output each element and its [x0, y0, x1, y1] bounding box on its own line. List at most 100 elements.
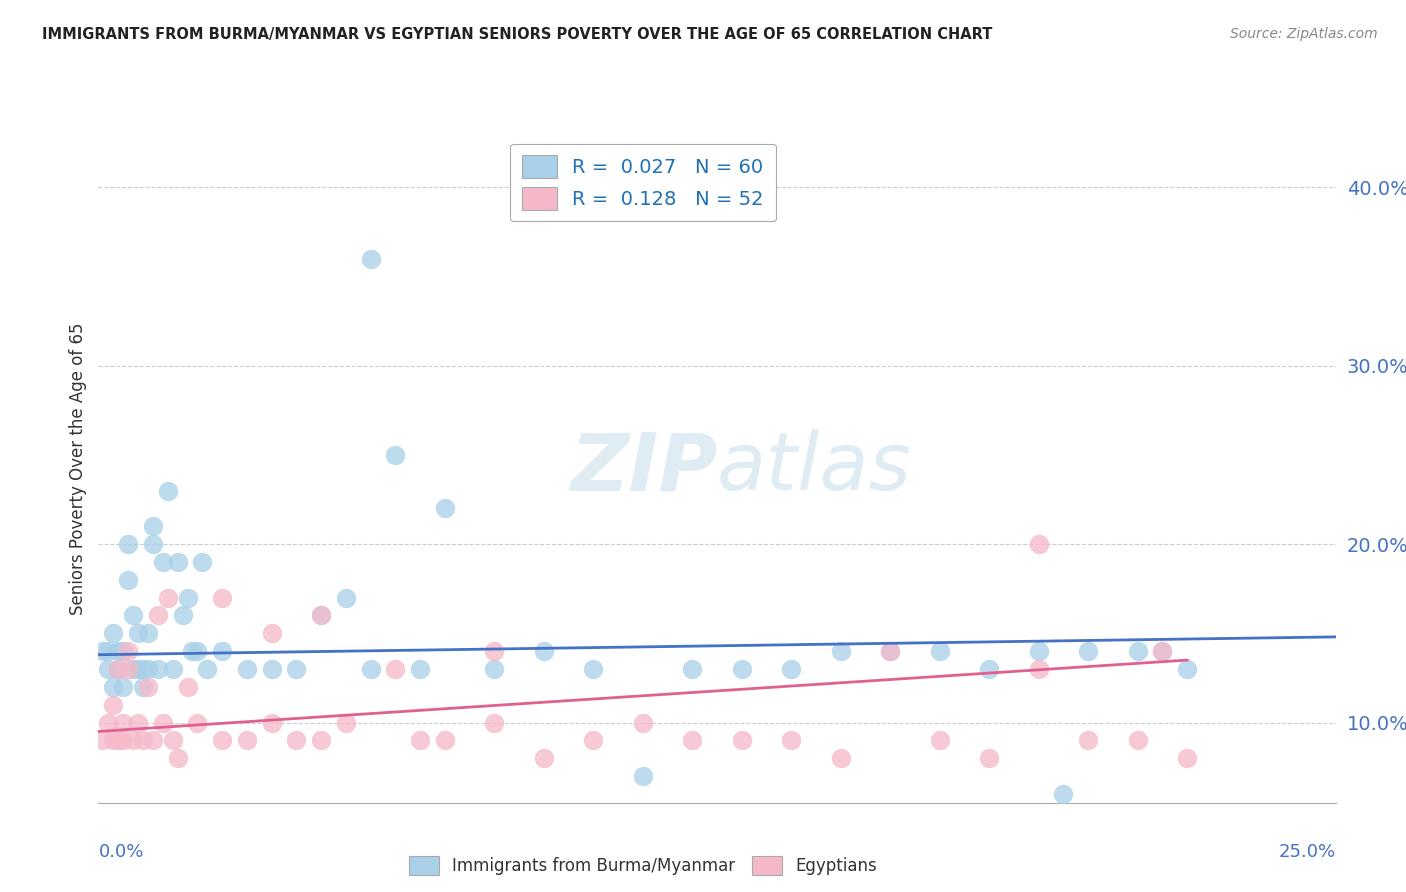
Point — [211, 591, 233, 605]
Point — [103, 680, 125, 694]
Point — [156, 591, 179, 605]
Point — [780, 733, 803, 747]
Point — [142, 733, 165, 747]
Point — [117, 662, 139, 676]
Point — [132, 733, 155, 747]
Point — [582, 733, 605, 747]
Point — [1028, 537, 1050, 551]
Point — [1152, 644, 1174, 658]
Point — [236, 733, 259, 747]
Point — [211, 644, 233, 658]
Point — [117, 644, 139, 658]
Point — [112, 715, 135, 730]
Point — [484, 662, 506, 676]
Point — [152, 715, 174, 730]
Point — [146, 608, 169, 623]
Point — [731, 733, 754, 747]
Point — [979, 662, 1001, 676]
Point — [103, 698, 125, 712]
Point — [928, 733, 950, 747]
Point — [582, 662, 605, 676]
Point — [117, 537, 139, 551]
Point — [97, 662, 120, 676]
Point — [260, 662, 283, 676]
Point — [127, 662, 149, 676]
Point — [1028, 662, 1050, 676]
Point — [1028, 644, 1050, 658]
Point — [152, 555, 174, 569]
Point — [107, 733, 129, 747]
Point — [156, 483, 179, 498]
Point — [103, 626, 125, 640]
Text: 25.0%: 25.0% — [1278, 843, 1336, 861]
Point — [335, 715, 357, 730]
Point — [176, 680, 198, 694]
Point — [136, 626, 159, 640]
Point — [186, 644, 208, 658]
Point — [1175, 662, 1198, 676]
Point — [181, 644, 204, 658]
Point — [127, 715, 149, 730]
Point — [172, 608, 194, 623]
Point — [186, 715, 208, 730]
Point — [142, 519, 165, 533]
Point — [309, 733, 332, 747]
Point — [132, 662, 155, 676]
Point — [162, 733, 184, 747]
Text: 0.0%: 0.0% — [98, 843, 143, 861]
Point — [1126, 733, 1149, 747]
Point — [93, 644, 115, 658]
Point — [384, 448, 406, 462]
Point — [1077, 733, 1099, 747]
Point — [260, 715, 283, 730]
Text: Source: ZipAtlas.com: Source: ZipAtlas.com — [1230, 27, 1378, 41]
Point — [780, 662, 803, 676]
Point — [533, 751, 555, 765]
Point — [1152, 644, 1174, 658]
Point — [830, 644, 852, 658]
Point — [681, 662, 703, 676]
Point — [1052, 787, 1074, 801]
Point — [360, 662, 382, 676]
Point — [97, 715, 120, 730]
Point — [384, 662, 406, 676]
Point — [107, 662, 129, 676]
Point — [142, 537, 165, 551]
Point — [112, 680, 135, 694]
Point — [260, 626, 283, 640]
Point — [433, 733, 456, 747]
Point — [146, 662, 169, 676]
Point — [335, 591, 357, 605]
Point — [122, 608, 145, 623]
Point — [191, 555, 214, 569]
Text: ZIP: ZIP — [569, 429, 717, 508]
Point — [1126, 644, 1149, 658]
Point — [136, 680, 159, 694]
Point — [162, 662, 184, 676]
Point — [1077, 644, 1099, 658]
Point — [195, 662, 218, 676]
Point — [112, 733, 135, 747]
Point — [176, 591, 198, 605]
Text: IMMIGRANTS FROM BURMA/MYANMAR VS EGYPTIAN SENIORS POVERTY OVER THE AGE OF 65 COR: IMMIGRANTS FROM BURMA/MYANMAR VS EGYPTIA… — [42, 27, 993, 42]
Point — [879, 644, 901, 658]
Point — [533, 644, 555, 658]
Point — [107, 644, 129, 658]
Point — [409, 733, 432, 747]
Point — [97, 644, 120, 658]
Point — [136, 662, 159, 676]
Point — [928, 644, 950, 658]
Point — [117, 573, 139, 587]
Point — [236, 662, 259, 676]
Y-axis label: Seniors Poverty Over the Age of 65: Seniors Poverty Over the Age of 65 — [69, 322, 87, 615]
Point — [107, 662, 129, 676]
Point — [360, 252, 382, 266]
Point — [122, 733, 145, 747]
Point — [731, 662, 754, 676]
Point — [93, 733, 115, 747]
Point — [484, 715, 506, 730]
Point — [681, 733, 703, 747]
Point — [132, 680, 155, 694]
Point — [879, 644, 901, 658]
Point — [309, 608, 332, 623]
